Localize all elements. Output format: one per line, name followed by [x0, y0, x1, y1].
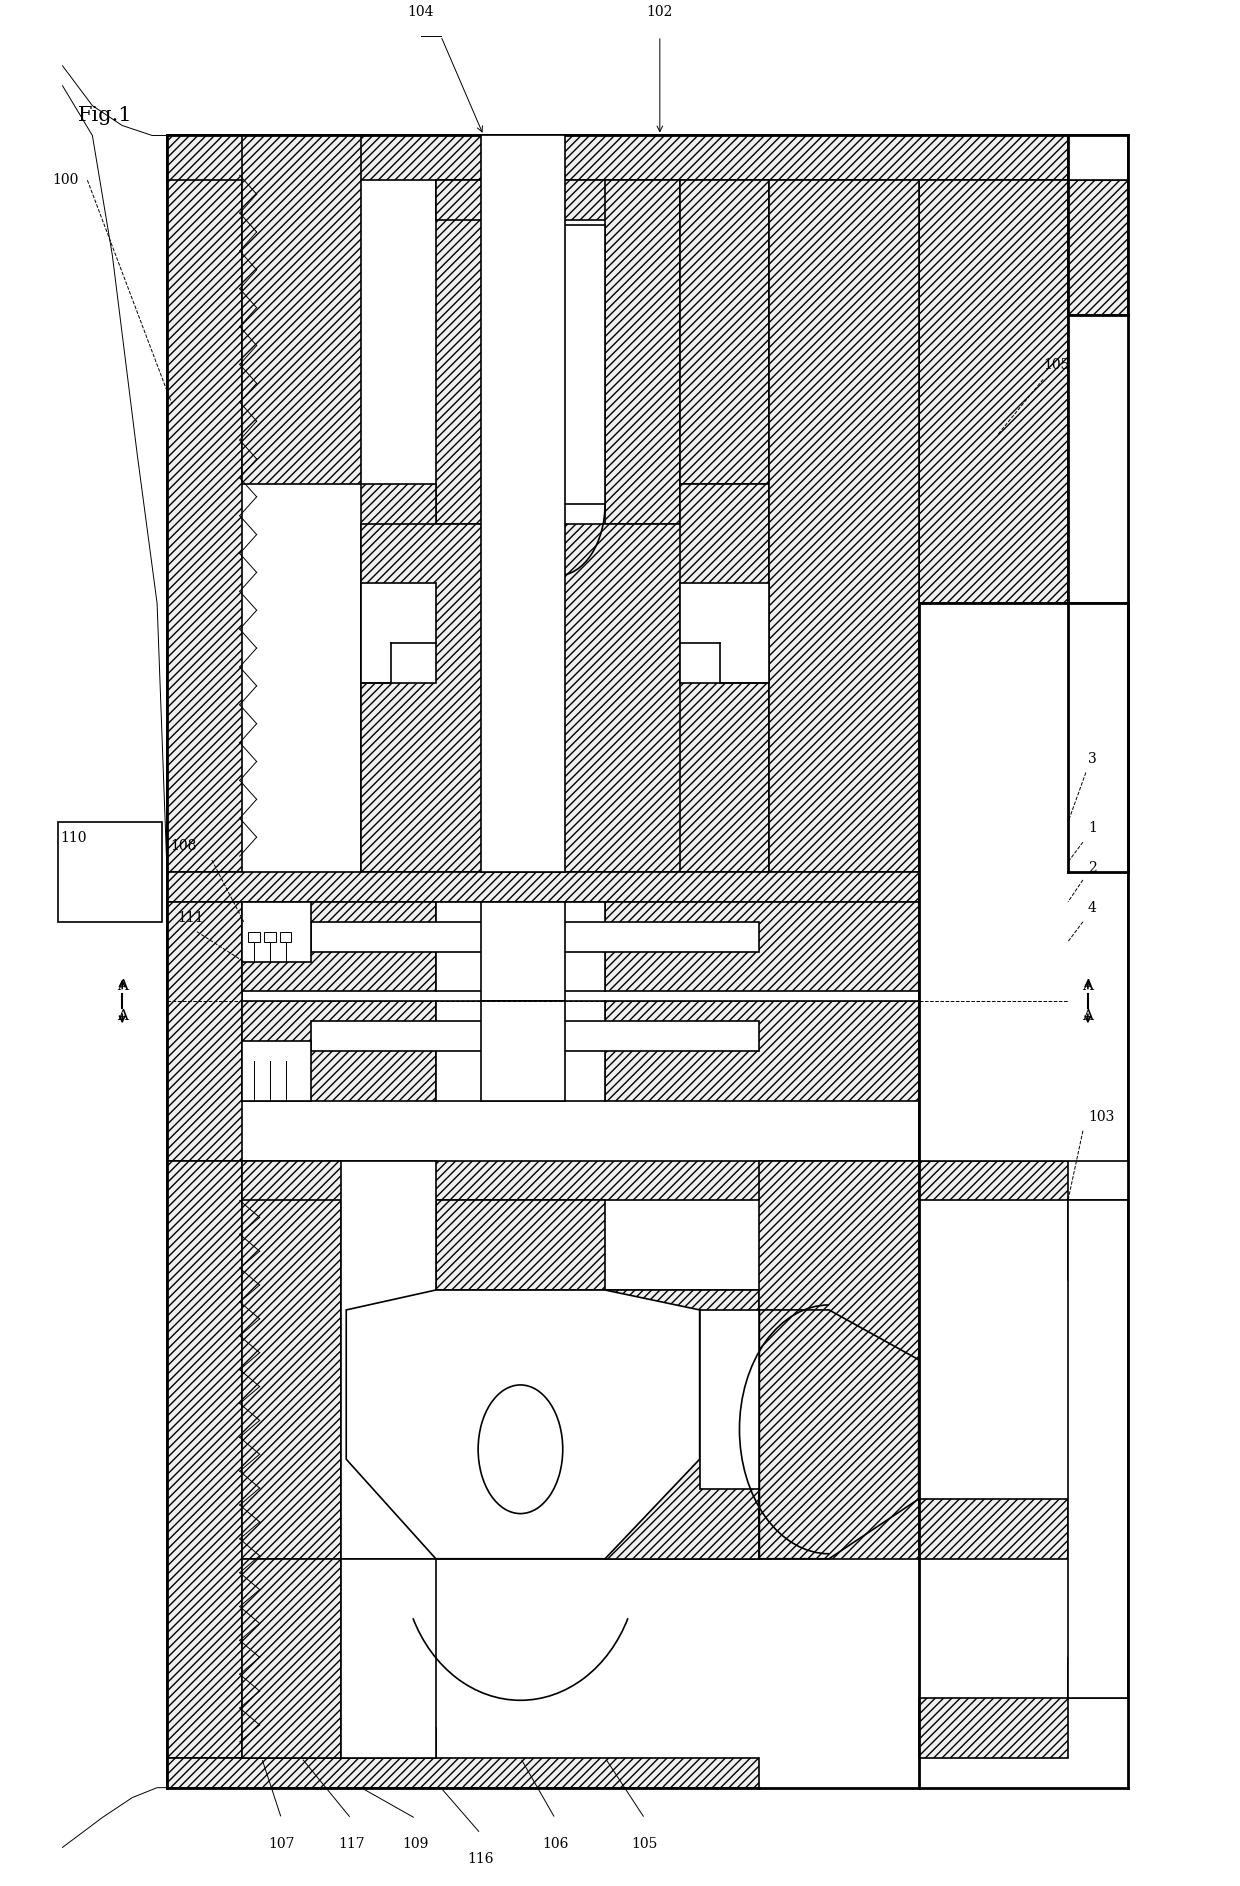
- Bar: [1068, 136, 1127, 181]
- Bar: [605, 181, 680, 524]
- Polygon shape: [759, 1311, 919, 1558]
- Bar: [248, 932, 259, 941]
- Bar: [242, 1558, 341, 1758]
- Text: 103: 103: [1087, 1109, 1115, 1124]
- Bar: [242, 1001, 435, 1101]
- Bar: [919, 902, 1068, 941]
- Text: 111: 111: [177, 911, 203, 924]
- Bar: [435, 181, 680, 221]
- Bar: [167, 136, 1068, 181]
- Bar: [699, 1311, 759, 1490]
- Bar: [311, 1022, 759, 1051]
- Bar: [361, 583, 435, 683]
- Text: 108: 108: [170, 839, 196, 852]
- Bar: [435, 181, 511, 524]
- Bar: [435, 1290, 605, 1350]
- Text: 105: 105: [631, 1837, 658, 1852]
- Bar: [167, 902, 242, 1011]
- Text: 100: 100: [52, 174, 79, 187]
- Text: 117: 117: [337, 1837, 365, 1852]
- Bar: [242, 1160, 341, 1558]
- Text: 102: 102: [646, 6, 673, 19]
- Bar: [311, 922, 759, 952]
- Bar: [1068, 181, 1127, 315]
- Text: 2: 2: [1087, 862, 1096, 875]
- Bar: [167, 1758, 759, 1788]
- Text: 104: 104: [408, 6, 434, 19]
- Text: A: A: [117, 979, 128, 994]
- Bar: [167, 902, 242, 1160]
- Bar: [264, 932, 275, 941]
- Bar: [919, 902, 1068, 1160]
- Bar: [919, 604, 1127, 1160]
- Bar: [167, 136, 242, 871]
- Bar: [242, 1041, 311, 1101]
- Bar: [511, 224, 605, 504]
- Bar: [341, 1558, 435, 1758]
- Text: 107: 107: [268, 1837, 295, 1852]
- Bar: [919, 1697, 1068, 1758]
- Bar: [167, 871, 1068, 902]
- Bar: [481, 136, 565, 871]
- Bar: [759, 1160, 919, 1558]
- Bar: [341, 1160, 435, 1558]
- Bar: [435, 1201, 605, 1290]
- Bar: [242, 902, 311, 962]
- Bar: [680, 583, 769, 683]
- Bar: [769, 181, 919, 871]
- Polygon shape: [346, 1290, 699, 1558]
- Bar: [279, 932, 291, 941]
- Bar: [605, 1001, 919, 1101]
- Bar: [919, 181, 1068, 871]
- Bar: [242, 902, 435, 992]
- Bar: [1068, 1658, 1127, 1697]
- Bar: [481, 902, 565, 1001]
- Bar: [242, 1160, 919, 1201]
- Bar: [341, 1290, 759, 1558]
- Bar: [435, 1001, 605, 1101]
- Bar: [1068, 1201, 1127, 1697]
- Bar: [1068, 1201, 1127, 1281]
- Bar: [605, 902, 919, 992]
- Bar: [481, 1001, 565, 1101]
- Text: 1: 1: [1087, 820, 1096, 835]
- Bar: [361, 485, 435, 871]
- Text: 116: 116: [467, 1852, 494, 1867]
- Bar: [435, 902, 605, 992]
- Text: 109: 109: [403, 1837, 429, 1852]
- Bar: [167, 1160, 242, 1758]
- Text: 110: 110: [61, 832, 87, 845]
- Text: 3: 3: [1087, 751, 1096, 766]
- Bar: [57, 822, 162, 922]
- Bar: [680, 181, 769, 485]
- Polygon shape: [919, 871, 1068, 941]
- Bar: [361, 524, 769, 871]
- Text: 105: 105: [1043, 358, 1069, 372]
- Bar: [242, 136, 361, 485]
- Bar: [605, 1290, 759, 1558]
- Text: Fig.1: Fig.1: [77, 106, 133, 124]
- Text: A: A: [117, 1009, 128, 1024]
- Bar: [680, 485, 769, 871]
- Text: 106: 106: [542, 1837, 568, 1852]
- Bar: [919, 1160, 1068, 1201]
- Text: 4: 4: [1087, 902, 1096, 915]
- Text: A: A: [1083, 1009, 1094, 1024]
- Bar: [919, 1499, 1068, 1558]
- Text: A: A: [1083, 979, 1094, 994]
- Bar: [341, 1728, 435, 1758]
